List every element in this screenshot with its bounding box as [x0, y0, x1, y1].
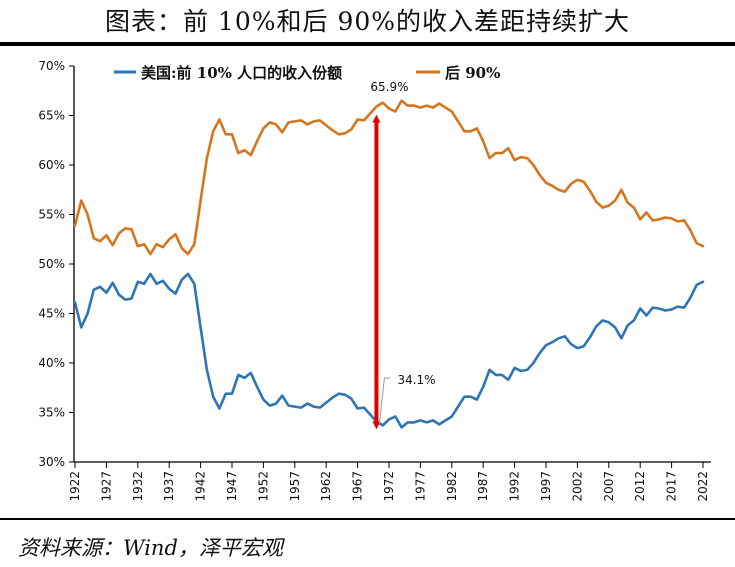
y-tick-label: 50%: [38, 257, 65, 271]
x-tick-label: 1967: [351, 471, 365, 502]
x-tick-label: 2002: [570, 471, 584, 502]
y-tick-label: 35%: [38, 406, 65, 420]
y-tick-label: 70%: [38, 59, 65, 73]
legend-label-bottom90: 后 90%: [445, 64, 500, 82]
annotation-label-34-1: 34.1%: [397, 373, 435, 387]
series-line-bottom90: [73, 99, 705, 256]
x-tick-label: 2022: [696, 471, 710, 502]
annotation-leader: [378, 377, 391, 424]
x-tick-label: 1952: [256, 471, 270, 502]
x-tick-label: 1972: [382, 471, 396, 502]
arrow-head-down: [372, 421, 381, 430]
axes: 30% 35% 40% 45% 50% 55% 60% 65% 70% 1922 1927 1932 1…: [38, 59, 711, 502]
x-tick-label: 1927: [99, 471, 113, 502]
y-tick-label: 45%: [38, 307, 65, 321]
figure-title: 图表：前 10%和后 90%的收入差距持续扩大: [104, 7, 631, 36]
x-tick-label: 1937: [162, 471, 176, 502]
x-tick-label: 1947: [225, 471, 239, 502]
x-tick-label: 2012: [633, 471, 647, 502]
top-rule: [0, 42, 735, 46]
y-tick-label: 65%: [38, 109, 65, 123]
y-tick-label: 60%: [38, 158, 65, 172]
source-note: 资料来源：Wind，泽平宏观: [18, 536, 283, 560]
y-tick-label: 40%: [38, 356, 65, 370]
x-tick-label: 1982: [445, 471, 459, 502]
y-tick-label: 30%: [38, 455, 65, 469]
x-tick-label: 2017: [665, 471, 679, 502]
x-tick-label: 1992: [508, 471, 522, 502]
x-tick-label: 1997: [539, 471, 553, 502]
legend-label-top10: 美国:前 10% 人口的收入份额: [141, 64, 342, 82]
annotations: 65.9% 34.1%: [370, 80, 436, 430]
series-lines: [73, 99, 705, 429]
x-tick-label: 1962: [319, 471, 333, 502]
x-tick-label: 1922: [68, 471, 82, 502]
bottom-rule: [0, 518, 735, 520]
x-tick-label: 1942: [194, 471, 208, 502]
x-tick-label: 1957: [288, 471, 302, 502]
x-tick-label: 1987: [476, 471, 490, 502]
x-tick-label: 2007: [602, 471, 616, 502]
arrow-head-up: [372, 114, 381, 123]
x-tick-label: 1977: [413, 471, 427, 502]
series-line-top10: [73, 272, 705, 429]
y-tick-label: 55%: [38, 208, 65, 222]
annotation-label-65-9: 65.9%: [370, 80, 408, 94]
legend: 美国:前 10% 人口的收入份额 后 90%: [114, 64, 500, 82]
x-tick-label: 1932: [131, 471, 145, 502]
